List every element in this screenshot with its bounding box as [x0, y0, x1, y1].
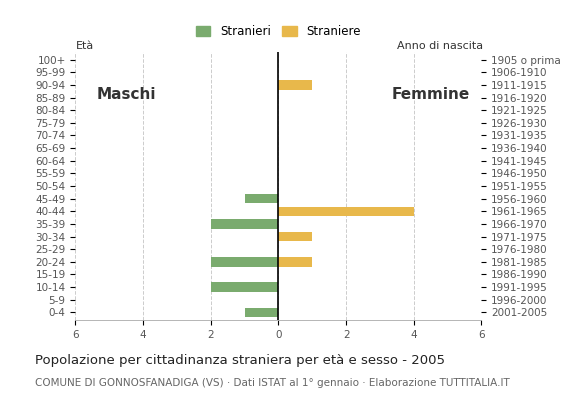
Bar	[211, 282, 278, 292]
Text: Popolazione per cittadinanza straniera per età e sesso - 2005: Popolazione per cittadinanza straniera p…	[35, 354, 445, 367]
Bar	[278, 232, 312, 241]
Bar	[245, 194, 278, 203]
Bar	[278, 206, 414, 216]
Text: Maschi: Maschi	[96, 87, 156, 102]
Bar	[211, 257, 278, 266]
Bar	[278, 257, 312, 266]
Text: Anno di nascita: Anno di nascita	[397, 41, 483, 51]
Text: COMUNE DI GONNOSFANADIGA (VS) · Dati ISTAT al 1° gennaio · Elaborazione TUTTITAL: COMUNE DI GONNOSFANADIGA (VS) · Dati IST…	[35, 378, 510, 388]
Bar	[278, 80, 312, 90]
Text: Età: Età	[75, 41, 93, 51]
Bar	[245, 308, 278, 317]
Bar	[211, 219, 278, 229]
Text: Femmine: Femmine	[392, 87, 470, 102]
Legend: Stranieri, Straniere: Stranieri, Straniere	[191, 20, 365, 43]
